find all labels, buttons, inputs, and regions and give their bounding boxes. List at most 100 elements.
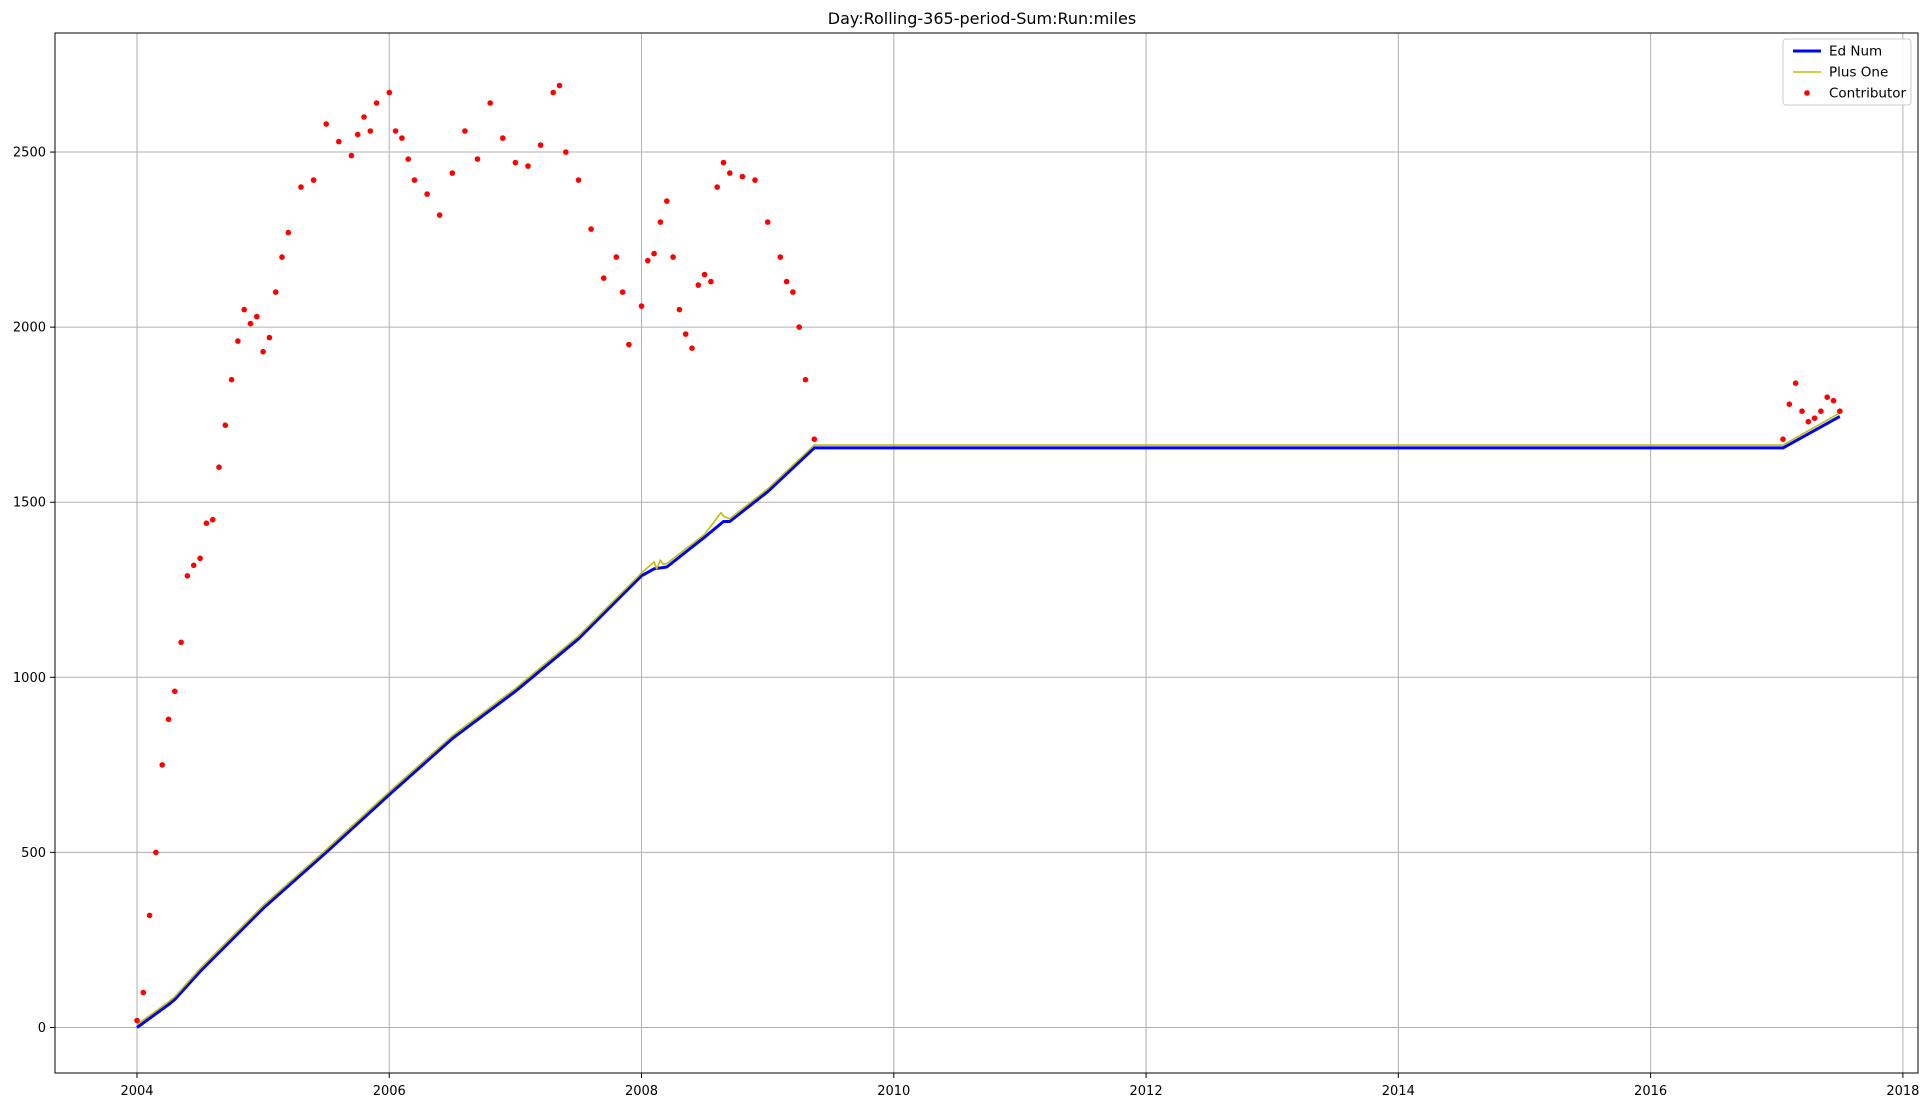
series-point	[682, 331, 689, 337]
y-axis: 0 500 1000 1500 2000 2500	[13, 146, 55, 1036]
series-point	[720, 159, 727, 166]
series-point	[235, 338, 241, 344]
series-point	[500, 135, 506, 141]
series-point	[392, 128, 399, 134]
series-point	[367, 128, 374, 134]
series-point	[405, 156, 412, 162]
series-point	[165, 716, 172, 723]
series-point	[556, 82, 563, 89]
series-point	[1824, 394, 1830, 401]
series-point	[796, 324, 802, 330]
legend-box	[1782, 38, 1912, 106]
series-point	[348, 152, 355, 159]
series-layer	[134, 82, 1843, 1029]
series-point	[247, 320, 254, 327]
series-point	[1805, 418, 1812, 425]
legend-label: Plus One	[1829, 65, 1888, 81]
series-point	[140, 989, 147, 996]
series-point	[424, 191, 430, 197]
series-point	[411, 177, 418, 183]
series-point	[537, 142, 544, 148]
x-tick-label: 2008	[625, 1084, 658, 1099]
series-point	[216, 464, 222, 471]
chart-title: Day:Rolling-365-period-Sum:Run:miles	[828, 9, 1136, 28]
series-point	[474, 156, 481, 162]
series-point	[190, 562, 197, 569]
series-point	[689, 345, 695, 352]
legend: Ed Num Plus One Contributor	[1782, 38, 1912, 106]
series-point	[613, 254, 620, 260]
series-point	[695, 282, 702, 288]
series-point	[134, 1017, 140, 1024]
series-point	[197, 555, 203, 562]
series-point	[563, 149, 569, 155]
series-point	[1811, 415, 1818, 422]
series-point	[386, 89, 393, 96]
series-point	[253, 313, 260, 320]
series-point	[777, 254, 784, 260]
legend-label: Ed Num	[1829, 44, 1882, 60]
series-point	[272, 289, 279, 295]
series-point	[714, 184, 720, 190]
legend-swatch	[1804, 90, 1810, 96]
series-point	[664, 198, 670, 204]
series-point	[783, 278, 790, 285]
series-point	[279, 254, 285, 260]
series-point	[184, 573, 191, 579]
series-point	[449, 170, 456, 176]
series-point	[222, 422, 229, 429]
series-point	[645, 257, 651, 264]
x-tick-label: 2012	[1130, 1084, 1163, 1099]
y-tick-label: 1500	[13, 496, 46, 511]
series-point	[172, 688, 178, 695]
x-tick-label: 2016	[1634, 1084, 1667, 1099]
series-point	[727, 170, 733, 176]
series-point	[153, 849, 159, 856]
legend-label: Contributor	[1829, 86, 1907, 102]
series-point	[657, 219, 664, 225]
series-point	[588, 226, 594, 232]
y-tick-label: 0	[38, 1021, 46, 1036]
series-point	[159, 762, 165, 768]
series-point	[354, 131, 361, 138]
series-line-1	[136, 412, 1841, 1026]
series-point	[1818, 408, 1824, 415]
series-point	[764, 219, 771, 225]
series-point	[811, 436, 818, 443]
series-point	[260, 348, 266, 355]
series-point	[1830, 397, 1837, 404]
x-tick-label: 2014	[1382, 1084, 1415, 1099]
series-point	[336, 138, 342, 145]
series-point	[619, 289, 626, 295]
x-tick-label: 2004	[120, 1084, 153, 1099]
series-point	[146, 912, 153, 919]
series-point	[1786, 401, 1793, 408]
series-point	[1780, 436, 1786, 443]
series-point	[361, 114, 367, 120]
series-point	[203, 520, 210, 526]
x-tick-label: 2018	[1886, 1084, 1919, 1099]
series-point	[739, 173, 746, 180]
series-point	[790, 289, 796, 295]
series-point	[1837, 408, 1843, 415]
series-point	[266, 334, 273, 341]
series-point	[462, 128, 468, 134]
series-point	[399, 135, 405, 141]
series-point	[241, 306, 247, 313]
series-point	[373, 100, 380, 106]
series-point	[1799, 408, 1805, 415]
series-point	[638, 303, 645, 309]
series-point	[285, 229, 292, 236]
series-point	[670, 254, 676, 260]
x-tick-label: 2010	[877, 1084, 910, 1099]
series-point	[575, 177, 582, 183]
series-point	[209, 516, 216, 523]
y-tick-label: 1000	[13, 671, 46, 686]
y-tick-label: 2500	[13, 146, 46, 161]
series-point	[525, 163, 531, 169]
series-point	[228, 376, 235, 383]
plot-frame	[54, 32, 1919, 1074]
series-point	[310, 177, 317, 183]
series-point	[802, 376, 809, 383]
series-point	[436, 212, 443, 218]
